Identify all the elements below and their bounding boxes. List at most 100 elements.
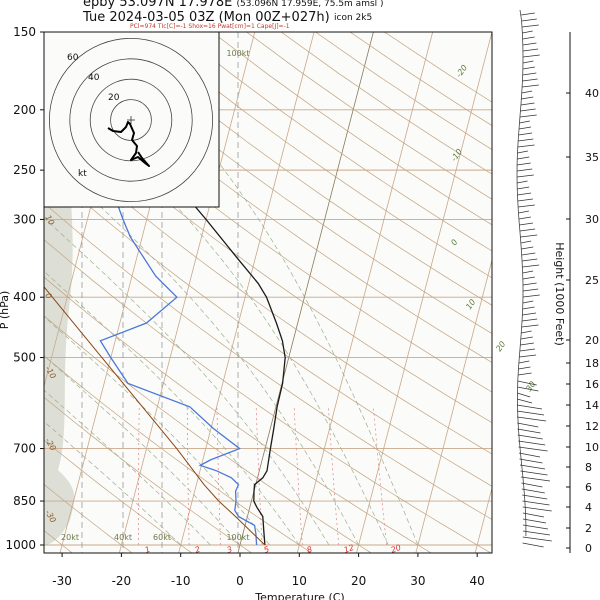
wind-barb xyxy=(521,24,539,28)
p-tick-label: 300 xyxy=(13,212,36,226)
wind-barb xyxy=(522,536,552,542)
isotherm-label-right: 20 xyxy=(494,340,507,354)
dry-adiabat xyxy=(44,276,432,553)
p-tick-label: 700 xyxy=(13,442,36,456)
wind-staff xyxy=(516,9,527,536)
wind-barb xyxy=(519,228,536,232)
wind-barb xyxy=(521,318,538,322)
wind-barb xyxy=(518,452,541,458)
height-tick-label: 30 xyxy=(585,213,599,226)
dry-adiabat xyxy=(44,355,313,553)
wind-barb xyxy=(519,120,530,124)
wind-barb xyxy=(518,132,533,136)
hodograph-ring xyxy=(69,58,193,182)
wind-barb xyxy=(517,372,532,376)
mixing-ratio-label: 20 xyxy=(390,543,403,555)
plot-lines xyxy=(44,32,492,553)
x-tick-label: -10 xyxy=(171,574,191,588)
wind-barb xyxy=(517,192,532,196)
height-tick-label: 6 xyxy=(585,481,592,494)
profile-line-2 xyxy=(44,285,266,546)
isotherm-line xyxy=(474,486,492,553)
height-tick-label: 40 xyxy=(585,87,599,100)
wind-barb xyxy=(520,342,534,346)
wind-barb xyxy=(517,380,537,386)
wind-barb xyxy=(522,36,535,40)
wind-barb xyxy=(522,42,537,46)
mixing-ratio-line xyxy=(373,406,387,546)
wind-barb xyxy=(519,464,546,470)
x-tick-label: 40 xyxy=(470,574,485,588)
wind-barb xyxy=(518,204,535,208)
wind-kt-label: 100kt xyxy=(226,49,249,58)
wind-barb xyxy=(520,470,548,476)
wind-barb xyxy=(522,312,537,316)
wind-barb xyxy=(522,518,547,524)
wind-barb xyxy=(520,336,533,340)
wind-barb xyxy=(517,198,533,202)
p-tick-label: 1000 xyxy=(5,538,36,552)
dry-adiabat xyxy=(44,439,193,553)
moist-adiabat xyxy=(44,217,330,546)
x-tick-label: -30 xyxy=(52,574,72,588)
wind-barb xyxy=(521,96,534,100)
x-tick-label: 30 xyxy=(410,574,425,588)
forecast-time: Tue 2024-03-05 03Z (Mon 00Z+027h) xyxy=(83,10,330,25)
wind-barb xyxy=(522,506,552,512)
wind-kt-label: 40kt xyxy=(114,533,132,542)
mixing-ratio-label: 12 xyxy=(343,543,356,555)
wind-barb xyxy=(522,524,549,530)
x-tick-label: 20 xyxy=(351,574,366,588)
wind-kt-label: 100kt xyxy=(226,533,249,542)
wind-barb xyxy=(520,102,535,106)
height-tick-label: 2 xyxy=(585,522,592,535)
p-tick-label: 250 xyxy=(13,163,36,177)
wind-barb xyxy=(522,78,538,82)
wind-barb xyxy=(522,84,539,88)
p-tick-label: 500 xyxy=(13,351,36,365)
height-tick-label: 20 xyxy=(585,334,599,347)
wind-barb xyxy=(522,48,539,52)
height-tick-label: 16 xyxy=(585,378,599,391)
wind-barb xyxy=(518,440,546,446)
dry-adiabat xyxy=(44,35,492,363)
wind-barb xyxy=(521,246,534,250)
mixing-ratio-line xyxy=(186,406,190,546)
moist-adiabat xyxy=(175,109,419,546)
wind-barb xyxy=(522,270,534,274)
wind-barb xyxy=(522,512,544,518)
hodograph-ring xyxy=(49,38,213,202)
wind-barb xyxy=(518,216,531,220)
height-tick-label: 12 xyxy=(585,420,599,433)
wind-barb xyxy=(517,386,539,392)
wind-barb xyxy=(517,186,530,190)
dry-adiabat xyxy=(44,132,492,455)
dry-adiabat xyxy=(142,32,492,279)
mixing-ratio-line xyxy=(216,406,221,546)
wind-barb xyxy=(521,252,536,256)
wind-barb xyxy=(521,488,545,494)
header-title: epby 53.097N 17.978E (53.096N 17.959E, 7… xyxy=(83,0,384,10)
wind-barb xyxy=(522,500,550,506)
moist-adiabat xyxy=(44,270,300,546)
wind-barb xyxy=(522,66,535,70)
wind-barb xyxy=(522,306,535,310)
wind-barb xyxy=(521,324,539,328)
isotherm-line xyxy=(118,32,256,553)
wind-barb xyxy=(522,264,540,268)
stability-indices: PCl=974 TIc[C]=-1 Shox=16 Pwat[cm]=1 Cap… xyxy=(130,23,290,30)
wind-barb xyxy=(519,348,536,352)
hodograph-ring-label: 20 xyxy=(108,93,120,103)
mixing-ratio-label: 3 xyxy=(226,545,234,555)
wind-barb xyxy=(522,54,540,58)
dry-adiabat xyxy=(73,32,492,334)
height-tick-label: 10 xyxy=(585,441,599,454)
wind-barb xyxy=(519,222,534,226)
wind-barb xyxy=(520,476,551,482)
wind-barb xyxy=(519,458,543,464)
wind-barb xyxy=(518,210,529,214)
hodograph-ring xyxy=(110,99,152,141)
wind-barb xyxy=(522,288,539,292)
mixing-ratio-line xyxy=(293,406,303,546)
